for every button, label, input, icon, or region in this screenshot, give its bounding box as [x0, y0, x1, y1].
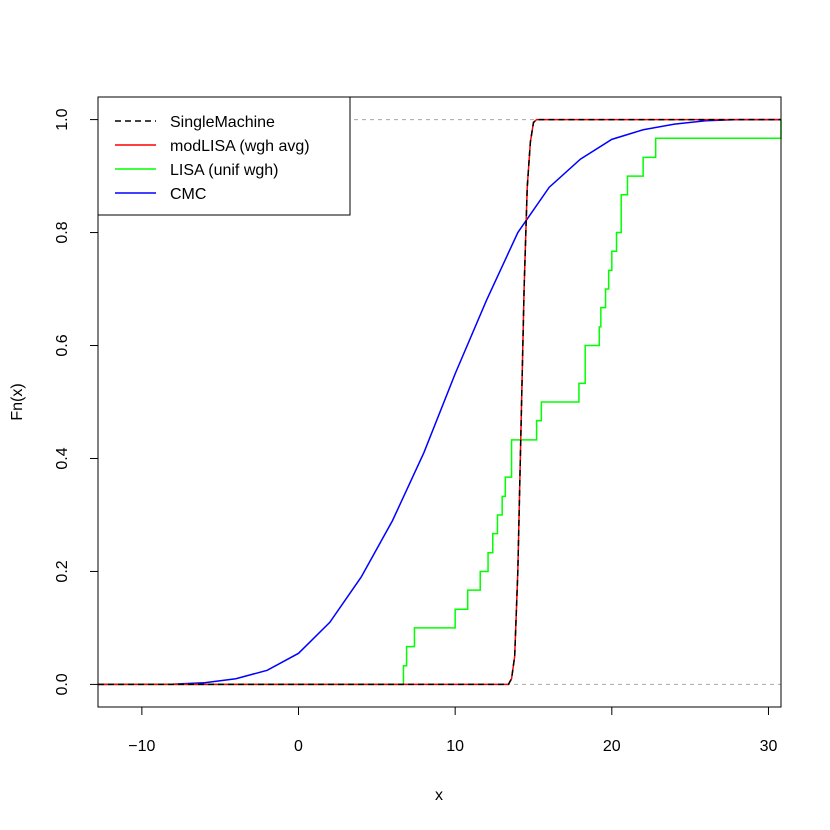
y-tick-label: 0.8: [54, 221, 71, 243]
x-axis-title: x: [435, 787, 443, 804]
x-tick-label: 30: [760, 738, 778, 755]
y-axis: 0.0 0.2 0.4 0.6 0.8 1.0: [54, 108, 99, 696]
legend-label: CMC: [170, 186, 206, 203]
y-tick-label: 1.0: [54, 108, 71, 130]
series-layer: [97, 118, 782, 686]
x-tick-label: 0: [294, 738, 303, 755]
y-tick-label: 0.6: [54, 334, 71, 356]
x-tick-label: 20: [603, 738, 621, 755]
legend-box: [97, 96, 351, 216]
series-line-2: [98, 119, 782, 686]
y-tick-label: 0.2: [54, 560, 71, 582]
y-tick-label: 0.0: [54, 673, 71, 695]
y-axis-title: Fn(x): [9, 383, 26, 420]
series-line-3: [97, 118, 781, 686]
legend-label: modLISA (wgh avg): [170, 138, 310, 155]
x-tick-label: −10: [128, 738, 155, 755]
legend-label: SingleMachine: [170, 114, 275, 131]
y-tick-label: 0.4: [54, 447, 71, 469]
legend-label: LISA (unif wgh): [170, 162, 279, 179]
series-line-0: [98, 118, 781, 686]
x-tick-label: 10: [446, 738, 464, 755]
x-axis: −10 0 10 20 30: [128, 706, 778, 755]
legend: SingleMachine modLISA (wgh avg) LISA (unif…: [97, 96, 351, 216]
